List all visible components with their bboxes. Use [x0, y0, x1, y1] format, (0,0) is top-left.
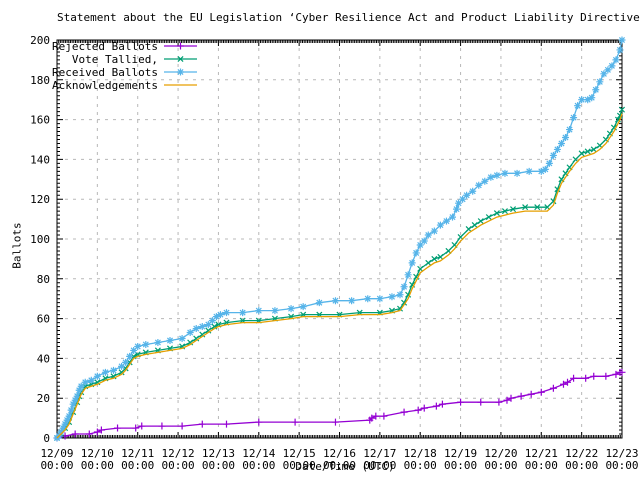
grid-lines: [57, 40, 622, 438]
axis-tick-labels: 02040608010012014016018020012/0900:0012/…: [30, 34, 638, 472]
svg-text:160: 160: [30, 114, 50, 127]
svg-text:12/15: 12/15: [283, 447, 316, 460]
svg-text:Rejected Ballots: Rejected Ballots: [52, 40, 158, 53]
svg-text:80: 80: [37, 273, 50, 286]
chart-title: Statement about the EU Legislation ‘Cybe…: [57, 11, 640, 24]
svg-text:12/21: 12/21: [525, 447, 558, 460]
svg-text:Received Ballots: Received Ballots: [52, 66, 158, 79]
svg-text:20: 20: [37, 392, 50, 405]
svg-text:100: 100: [30, 233, 50, 246]
svg-text:00:00: 00:00: [121, 459, 154, 472]
svg-text:180: 180: [30, 74, 50, 87]
svg-text:0: 0: [43, 432, 50, 445]
svg-text:140: 140: [30, 153, 50, 166]
svg-text:00:00: 00:00: [484, 459, 517, 472]
svg-text:12/12: 12/12: [162, 447, 195, 460]
svg-text:12/18: 12/18: [404, 447, 437, 460]
svg-text:12/14: 12/14: [242, 447, 275, 460]
svg-text:00:00: 00:00: [202, 459, 235, 472]
svg-text:40: 40: [37, 352, 50, 365]
series-acknowledgements: [56, 113, 623, 439]
series-received-ballots: [53, 36, 626, 442]
svg-text:00:00: 00:00: [404, 459, 437, 472]
svg-text:12/23: 12/23: [605, 447, 638, 460]
svg-text:200: 200: [30, 34, 50, 47]
svg-text:00:00: 00:00: [81, 459, 114, 472]
svg-text:12/13: 12/13: [202, 447, 235, 460]
svg-text:12/10: 12/10: [81, 447, 114, 460]
svg-text:12/09: 12/09: [40, 447, 73, 460]
svg-text:Acknowledgements: Acknowledgements: [52, 79, 158, 92]
svg-text:00:00: 00:00: [444, 459, 477, 472]
svg-text:00:00: 00:00: [323, 459, 356, 472]
svg-text:00:00: 00:00: [162, 459, 195, 472]
svg-text:60: 60: [37, 313, 50, 326]
svg-text:00:00: 00:00: [363, 459, 396, 472]
svg-text:12/17: 12/17: [363, 447, 396, 460]
svg-text:00:00: 00:00: [605, 459, 638, 472]
y-axis-label: Ballots: [10, 222, 24, 269]
svg-text:120: 120: [30, 193, 50, 206]
x-axis-label: Date/Time (UTC): [295, 460, 395, 473]
series-rejected-ballots: [53, 368, 626, 442]
svg-text:12/19: 12/19: [444, 447, 477, 460]
svg-text:00:00: 00:00: [525, 459, 558, 472]
svg-text:12/16: 12/16: [323, 447, 356, 460]
svg-text:00:00: 00:00: [242, 459, 275, 472]
svg-text:00:00: 00:00: [283, 459, 316, 472]
svg-text:12/20: 12/20: [484, 447, 517, 460]
svg-text:Vote Tallied,: Vote Tallied,: [72, 53, 158, 66]
svg-text:00:00: 00:00: [565, 459, 598, 472]
svg-text:12/22: 12/22: [565, 447, 598, 460]
svg-text:12/11: 12/11: [121, 447, 154, 460]
svg-text:00:00: 00:00: [40, 459, 73, 472]
